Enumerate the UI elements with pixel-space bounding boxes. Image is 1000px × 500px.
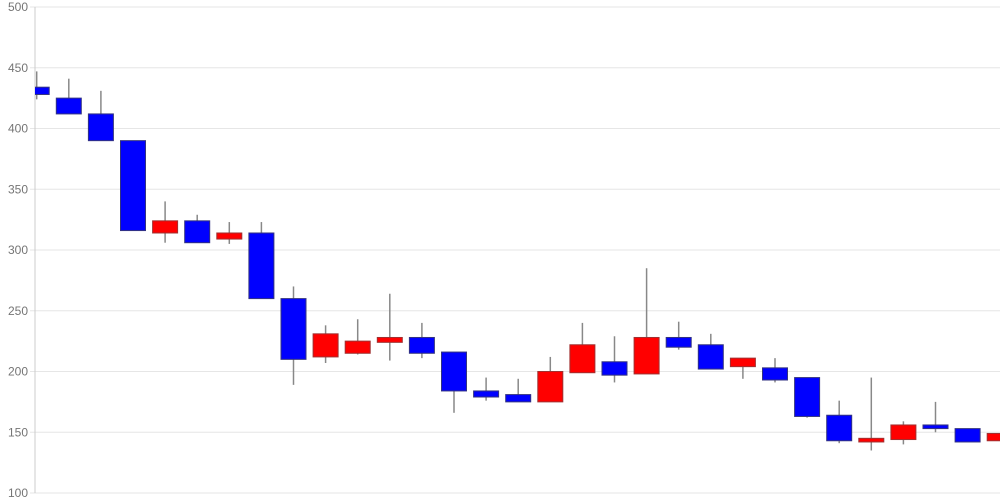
candle-body[interactable] xyxy=(473,390,500,398)
candle[interactable] xyxy=(87,90,114,142)
candle[interactable] xyxy=(601,336,628,383)
gridlines xyxy=(30,6,1000,494)
candle[interactable] xyxy=(344,319,371,355)
y-axis-tick-label-500: 500 xyxy=(8,0,28,14)
candle-body[interactable] xyxy=(344,340,371,354)
candle[interactable] xyxy=(120,140,146,232)
candle-body[interactable] xyxy=(601,361,628,376)
candle[interactable] xyxy=(633,268,660,375)
candle-body[interactable] xyxy=(441,351,467,392)
candle-body[interactable] xyxy=(569,344,596,374)
candle[interactable] xyxy=(890,421,917,445)
candle[interactable] xyxy=(248,222,275,300)
candle[interactable] xyxy=(505,378,532,403)
candle-body[interactable] xyxy=(120,140,146,232)
candle[interactable] xyxy=(537,356,564,403)
y-axis-tick-label-300: 300 xyxy=(8,243,28,257)
candle[interactable] xyxy=(312,325,339,363)
candle-body[interactable] xyxy=(312,333,339,358)
candle[interactable] xyxy=(441,351,467,413)
candle[interactable] xyxy=(376,293,403,361)
candle-body[interactable] xyxy=(986,432,1000,442)
candle[interactable] xyxy=(473,377,500,401)
candle-body[interactable] xyxy=(55,97,82,115)
candle[interactable] xyxy=(826,400,853,444)
candle-body[interactable] xyxy=(954,428,981,443)
candle-body[interactable] xyxy=(376,336,403,343)
candle[interactable] xyxy=(762,358,788,383)
candle[interactable] xyxy=(954,428,981,443)
y-axis-tick-label-100: 100 xyxy=(8,486,28,500)
candle-body[interactable] xyxy=(633,336,660,375)
candle-body[interactable] xyxy=(794,377,821,417)
candle-body[interactable] xyxy=(408,336,435,354)
candle-body[interactable] xyxy=(665,336,692,348)
y-axis-tick-label-450: 450 xyxy=(8,61,28,75)
y-axis-tick-label-250: 250 xyxy=(8,304,28,318)
candle-body[interactable] xyxy=(922,424,949,430)
candle[interactable] xyxy=(729,357,756,379)
candles-layer xyxy=(24,71,1000,451)
candle[interactable] xyxy=(216,222,243,244)
y-axis-labels: 500 450 400 350 300 250 200 150 100 xyxy=(8,0,28,500)
candle-body[interactable] xyxy=(729,357,756,368)
candle-body[interactable] xyxy=(280,298,307,360)
candle[interactable] xyxy=(665,321,692,350)
candle[interactable] xyxy=(697,333,724,370)
y-axis-tick-label-150: 150 xyxy=(8,425,28,439)
candle[interactable] xyxy=(152,201,179,243)
candle[interactable] xyxy=(794,377,821,418)
candle[interactable] xyxy=(24,71,50,100)
y-axis-tick-label-200: 200 xyxy=(8,365,28,379)
candle-body[interactable] xyxy=(890,424,917,441)
candle-body[interactable] xyxy=(762,367,788,381)
candle[interactable] xyxy=(184,214,211,244)
candle-body[interactable] xyxy=(216,232,243,240)
candle-body[interactable] xyxy=(826,414,853,442)
candle-body[interactable] xyxy=(858,437,885,443)
candle-body[interactable] xyxy=(152,220,179,234)
candle[interactable] xyxy=(986,432,1000,442)
candle[interactable] xyxy=(569,322,596,374)
candle[interactable] xyxy=(922,401,949,433)
candle[interactable] xyxy=(55,78,82,115)
candle-body[interactable] xyxy=(248,232,275,300)
candle[interactable] xyxy=(858,377,885,451)
candle-body[interactable] xyxy=(87,113,114,142)
candle-body[interactable] xyxy=(537,371,564,403)
candle-body[interactable] xyxy=(24,86,50,95)
candle-body[interactable] xyxy=(505,394,532,403)
y-axis-tick-label-350: 350 xyxy=(8,182,28,196)
candle[interactable] xyxy=(280,286,307,385)
candle-body[interactable] xyxy=(184,220,211,244)
y-axis-tick-label-400: 400 xyxy=(8,122,28,136)
candle-body[interactable] xyxy=(697,344,724,370)
candle[interactable] xyxy=(408,322,435,359)
